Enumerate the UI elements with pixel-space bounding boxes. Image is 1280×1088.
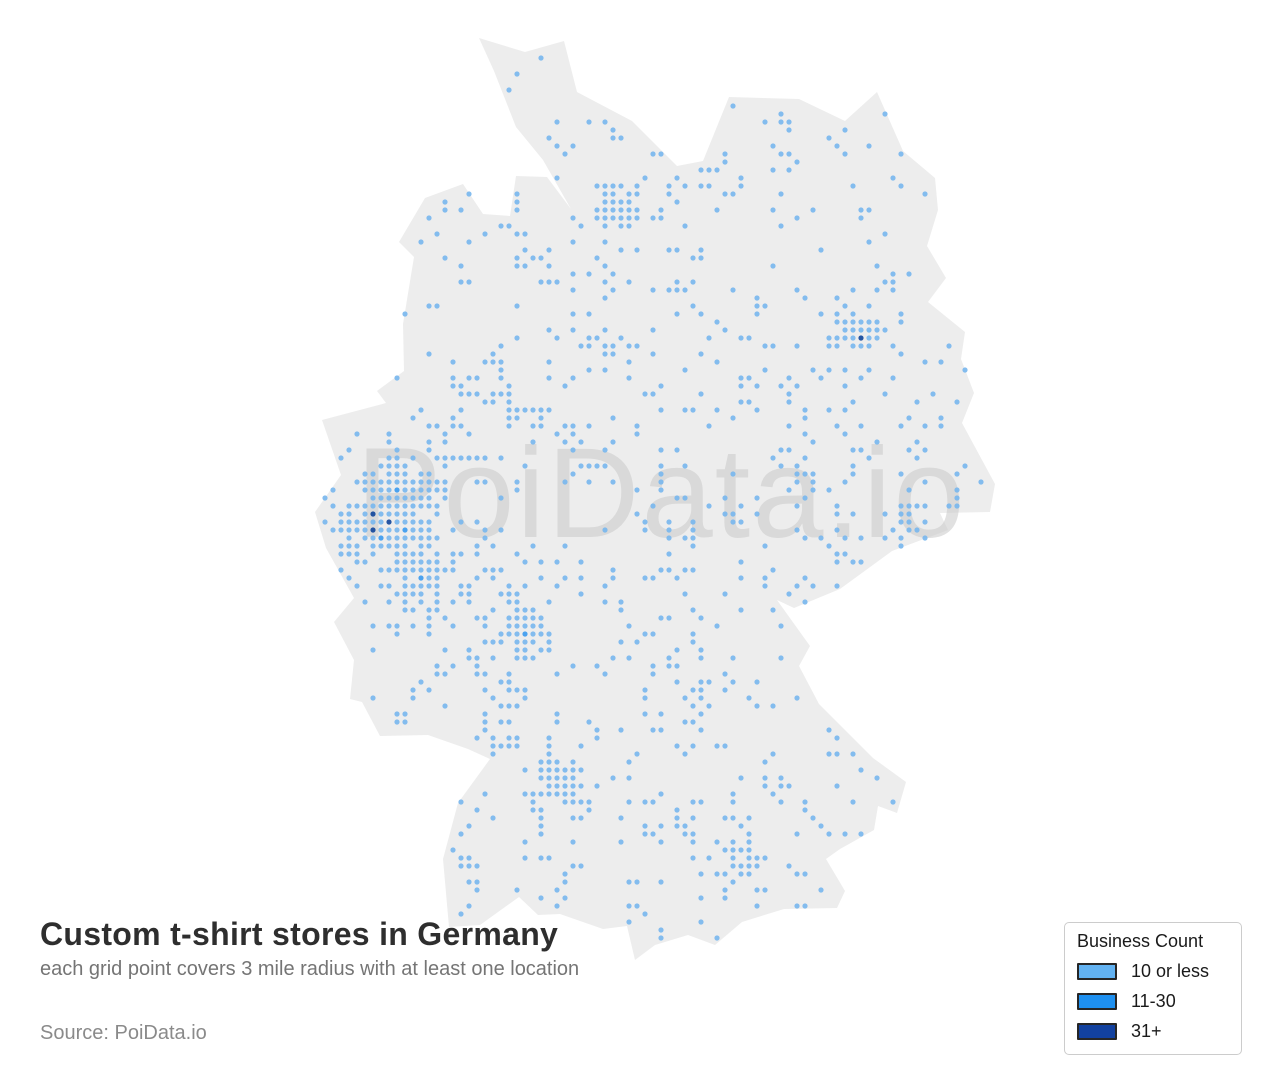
legend-label-low: 10 or less <box>1131 961 1210 981</box>
legend: Business Count 10 or less 11-30 31+ <box>1064 922 1242 1055</box>
legend-row-low: 10 or less <box>1077 961 1229 982</box>
legend-label-high: 31+ <box>1131 1021 1162 1041</box>
legend-title: Business Count <box>1077 931 1204 951</box>
watermark: PoiData.io <box>356 422 967 565</box>
legend-swatch-high <box>1077 1023 1117 1040</box>
legend-swatch-low <box>1077 963 1117 980</box>
legend-label-mid: 11-30 <box>1131 991 1176 1011</box>
dots-layer <box>322 55 984 941</box>
page-subtitle: each grid point covers 3 mile radius wit… <box>40 958 580 980</box>
legend-swatch-mid <box>1077 993 1117 1010</box>
legend-row-high: 31+ <box>1077 1021 1229 1042</box>
source-note: Source: PoiData.io <box>40 1022 207 1044</box>
legend-row-mid: 11-30 <box>1077 991 1229 1012</box>
page-title: Custom t-shirt stores in Germany <box>40 916 559 952</box>
